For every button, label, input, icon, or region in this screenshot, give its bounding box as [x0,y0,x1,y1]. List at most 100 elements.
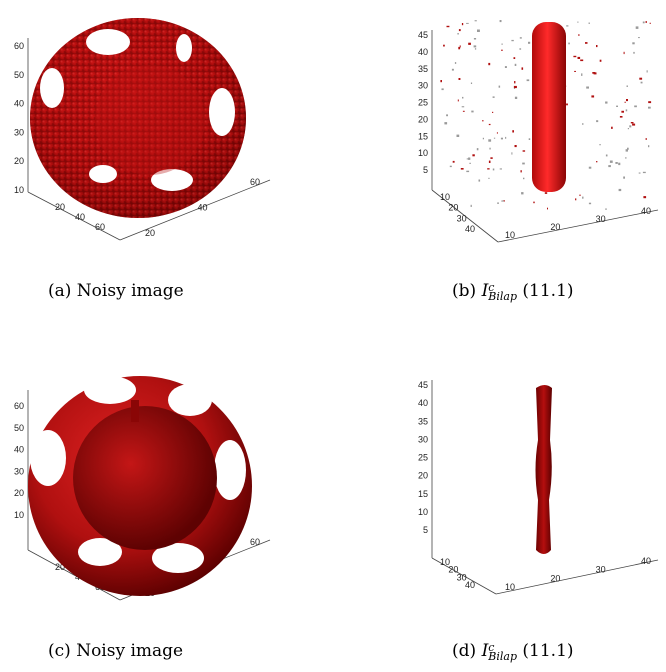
noise-speck [588,166,592,169]
noise-speck [487,168,490,170]
noise-speck [458,29,461,32]
noise-speck [645,138,647,140]
z-tick-label: 60 [14,41,24,51]
noise-speck [504,66,507,68]
noise-speck [499,168,502,170]
noise-speck [520,170,522,173]
x-tick-label: 20 [55,562,65,572]
noise-speck [585,42,588,44]
noise-speck [459,45,461,48]
z-tick-label: 45 [418,380,428,390]
noise-speck [513,85,517,89]
noise-speck [513,57,516,59]
noise-speck [634,105,637,108]
noise-speck [493,137,496,139]
noise-speck [482,120,484,122]
noise-speck [500,137,503,140]
noise-speck [511,152,513,155]
caption-b-sub: Bilap [488,289,518,303]
z-tick-label: 25 [418,453,428,463]
noise-speck [462,96,464,99]
noise-speck [514,96,518,99]
noise-speck [514,145,517,148]
noise-speck [472,154,475,157]
z-tick-label: 40 [14,445,24,455]
z-tick-label: 30 [14,466,24,476]
noise-speck [615,162,618,164]
noise-speck [519,37,522,39]
z-tick-label: 30 [418,434,428,444]
y-tick-label: 20 [550,573,560,583]
noise-speck [566,103,568,106]
z-tick-label: 60 [14,401,24,411]
noise-speck [646,70,648,73]
noise-speck [470,82,473,84]
noise-speck [468,42,471,45]
noise-speck [449,165,452,168]
z-tick-label: 35 [418,416,428,426]
noise-speck [633,51,635,54]
noise-speck [580,59,584,62]
noise-speck [498,85,501,88]
noise-speck [599,59,602,62]
figure-panel-d: 5 10 15 20 25 30 35 40 45 10 20 30 40 10 20 30 40 [400,360,666,610]
noise-speck [501,200,504,202]
y-tick-label: 60 [250,177,260,187]
noise-speck [596,161,598,163]
noise-speck [454,62,457,64]
noise-speck [596,120,599,123]
noise-speck [623,176,625,179]
noise-speck [648,101,652,104]
noise-speck [466,170,470,173]
noise-speck [471,110,474,113]
noise-speck [446,114,448,117]
z-tick-label: 40 [418,398,428,408]
noise-speck [458,46,461,50]
noise-speck [528,41,531,44]
x-tick-label: 20 [55,202,65,212]
z-tick-label: 20 [418,114,428,124]
noise-speck [547,207,548,210]
noise-speck [635,26,639,29]
noise-speck [478,179,481,182]
noise-speck [618,188,622,192]
noise-speck [497,202,499,204]
x-tick-label: 40 [75,212,85,222]
noise-speck [619,116,623,118]
noise-speck [469,162,471,164]
noise-speck [574,70,576,72]
noise-speck [596,45,598,48]
noise-speck [621,110,624,113]
noise-speck [611,126,613,129]
z-tick-label: 15 [418,131,428,141]
x-tick-label: 60 [95,222,105,232]
caption-b-sup: c [488,280,495,294]
noise-speck [582,196,584,199]
noise-speck [573,55,577,58]
y-tick-label: 40 [197,203,207,213]
noise-speck [544,192,548,194]
z-tick-label: 50 [14,70,24,80]
noise-speck [625,157,627,159]
x-tick-label: 10 [440,192,450,202]
caption-b-value: (11.1) [522,281,574,301]
noise-speck [632,123,636,126]
noise-speck [522,162,525,165]
noise-speck [605,208,607,210]
z-tick-label: 10 [418,148,428,158]
noise-speck [581,73,583,76]
x-tick-label: 10 [440,557,450,567]
noise-speck [642,171,646,174]
noise-speck [458,78,461,80]
caption-a: (a) Noisy image [48,281,184,301]
x-tick-label: 20 [448,565,458,575]
noise-speck [443,44,445,47]
noise-speck [616,105,618,107]
noise-speck [440,80,442,83]
noise-speck [605,101,608,104]
z-tick-label: 35 [418,64,428,74]
